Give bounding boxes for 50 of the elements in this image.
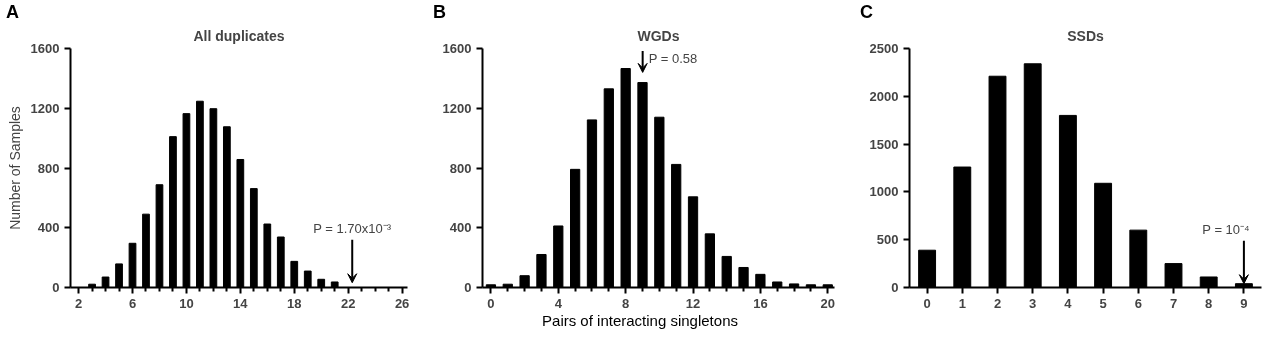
chart-title: WGDs	[637, 27, 680, 44]
x-tick-label: 5	[1099, 295, 1107, 311]
y-tick-label: 1600	[442, 41, 472, 56]
y-tick-label: 800	[449, 160, 472, 176]
x-tick-label: 1	[958, 295, 966, 311]
x-tick-label: 6	[128, 295, 137, 311]
text: B	[433, 1, 446, 24]
y-tick-label: 0	[891, 280, 899, 295]
y-tick-label: 1200	[442, 100, 472, 116]
x-tick-label: 4	[1064, 295, 1073, 311]
x-tick-label: 16	[753, 295, 768, 311]
y-tick-label: 400	[449, 220, 472, 236]
x-tick-label: 2	[74, 295, 83, 311]
y-tick-label: 1000	[869, 184, 899, 200]
y-tick-label: 400	[37, 220, 60, 236]
x-tick-label: 12	[685, 295, 701, 311]
y-tick-label: 2000	[869, 88, 899, 104]
text: C	[860, 1, 873, 24]
x-tick-label: 8	[622, 295, 630, 311]
y-tick-label: 0	[464, 280, 472, 295]
x-axis-title: Pairs of interacting singletons	[542, 311, 738, 331]
x-tick-label: 7	[1169, 295, 1178, 311]
y-tick-label: 800	[37, 160, 60, 176]
x-tick-label: 22	[340, 295, 356, 311]
x-tick-label: 2	[993, 295, 1002, 311]
y-tick-label: 0	[52, 280, 60, 295]
y-tick-label: 2500	[869, 41, 899, 56]
annotation: P = 10⁻⁴	[1202, 221, 1250, 237]
x-tick-label: 3	[1029, 295, 1037, 311]
y-axis-title: Number of Samples	[6, 106, 23, 230]
text: A	[6, 1, 19, 24]
chart-title: All duplicates	[193, 27, 285, 44]
annotation: P = 1.70x10⁻³	[313, 220, 392, 236]
x-tick-label: 10	[179, 295, 194, 311]
x-tick-label: 0	[487, 295, 495, 311]
y-tick-label: 500	[876, 232, 899, 248]
x-tick-label: 0	[923, 295, 931, 311]
x-tick-label: 6	[1134, 295, 1142, 311]
x-tick-label: 14	[233, 295, 249, 311]
x-tick-label: 8	[1205, 295, 1213, 311]
y-tick-label: 1200	[30, 100, 60, 116]
y-tick-label: 1500	[869, 136, 899, 152]
x-tick-label: 9	[1240, 295, 1248, 311]
x-tick-label: 4	[554, 295, 563, 311]
x-tick-label: 20	[820, 295, 835, 311]
chart-title: SSDs	[1067, 27, 1104, 44]
x-tick-label: 18	[287, 295, 302, 311]
x-tick-label: 26	[394, 295, 410, 311]
y-tick-label: 1600	[30, 41, 60, 56]
annotation: P = 0.58	[648, 50, 698, 66]
